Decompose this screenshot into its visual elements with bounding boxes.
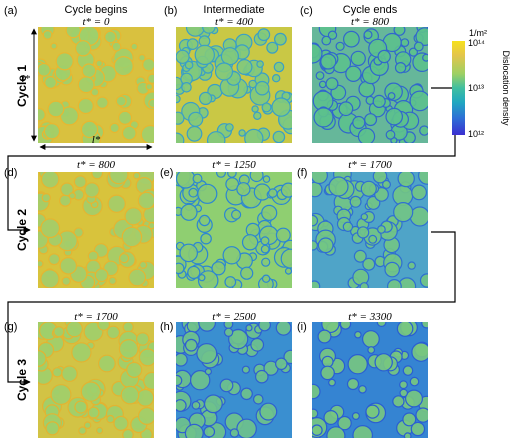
colorbar-tick-min: 10¹² xyxy=(468,129,484,139)
panel-time-f: t* = 1700 xyxy=(348,159,392,171)
panel-tag-i: (i) xyxy=(297,321,307,333)
panel-d-map xyxy=(38,172,154,288)
cycle-label-3: Cycle 3 xyxy=(15,359,29,401)
panel-time-b: t* = 400 xyxy=(215,16,253,28)
cycle-1-to-2-connector xyxy=(7,87,456,234)
panel-tag-f: (f) xyxy=(297,167,307,179)
panel-b-map xyxy=(176,27,292,143)
panel-tag-e: (e) xyxy=(160,167,173,179)
panel-tag-h: (h) xyxy=(160,321,173,333)
panel-tag-b: (b) xyxy=(164,5,177,17)
panel-g-map xyxy=(38,322,154,438)
cycle-label-1: Cycle 1 xyxy=(15,65,29,107)
colorbar-title: Dislocation density xyxy=(501,50,511,126)
cycle-2-to-3-connector xyxy=(7,231,456,386)
panel-e-map xyxy=(176,172,292,288)
panel-i-map xyxy=(312,322,428,438)
column-header-cycle-begins: Cycle begins xyxy=(65,4,128,16)
width-dimension-label: l* xyxy=(92,134,101,146)
panel-tag-a: (a) xyxy=(4,5,17,17)
panel-tag-c: (c) xyxy=(300,5,313,17)
colorbar-tick-max: 10¹⁴ xyxy=(468,38,485,48)
colorbar-unit: 1/m² xyxy=(469,28,487,38)
panel-f-map xyxy=(312,172,428,288)
panel-c-map xyxy=(312,27,428,143)
colorbar-tick-mid: 10¹³ xyxy=(468,83,484,93)
panel-time-i: t* = 3300 xyxy=(348,311,392,323)
panel-time-g: t* = 1700 xyxy=(74,311,118,323)
height-dimension-label: l* xyxy=(21,73,30,85)
panel-time-c: t* = 800 xyxy=(351,16,389,28)
panel-time-h: t* = 2500 xyxy=(212,311,256,323)
colorbar xyxy=(452,41,465,135)
panel-time-e: t* = 1250 xyxy=(212,159,256,171)
column-header-intermediate: Intermediate xyxy=(203,4,264,16)
panel-a-map xyxy=(38,27,154,143)
panel-time-d: t* = 800 xyxy=(77,159,115,171)
panel-time-a: t* = 0 xyxy=(83,16,110,28)
panel-h-map xyxy=(176,322,292,438)
panel-tag-d: (d) xyxy=(4,167,17,179)
column-header-cycle-ends: Cycle ends xyxy=(343,4,398,16)
panel-tag-g: (g) xyxy=(4,321,17,333)
